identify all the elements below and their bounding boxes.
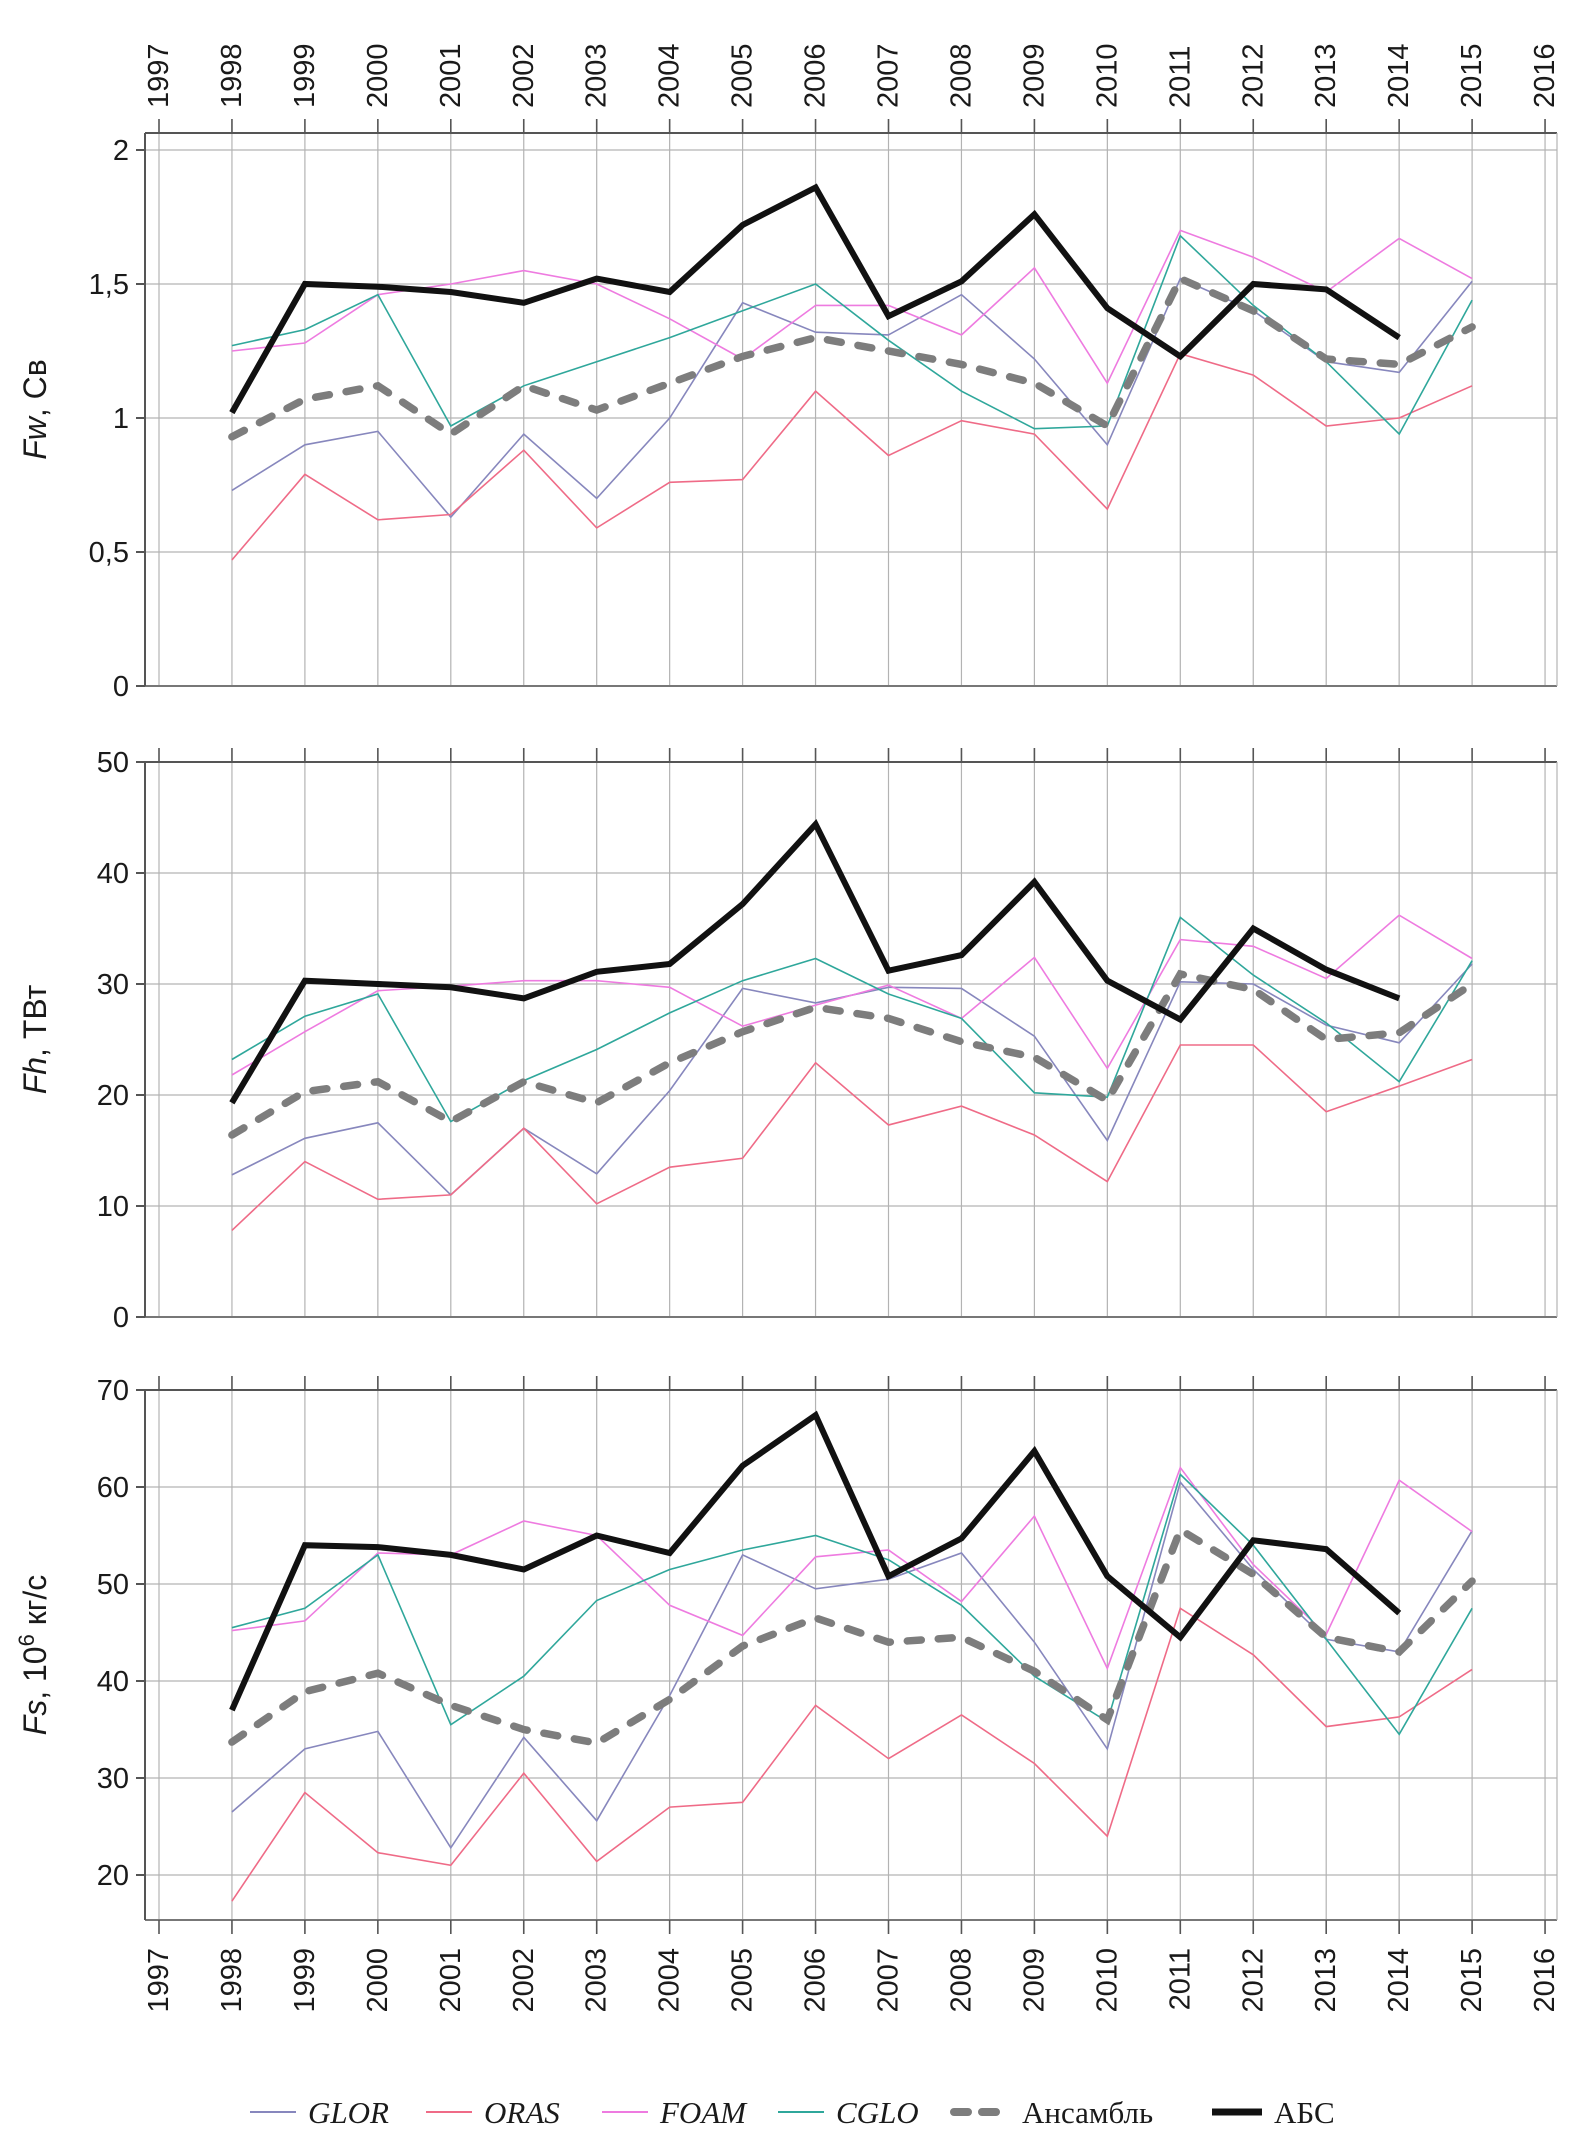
legend-label-GLOR: GLOR <box>308 2095 389 2130</box>
series-line-ORAS <box>231 1607 1473 1902</box>
x-tick-label-bottom: 2006 <box>800 1948 832 2013</box>
y-axis-title: Fs, 106 кг/с <box>14 1575 53 1736</box>
legend: GLOR ORAS FOAM CGLO Ансамбль АБС <box>250 2095 1335 2130</box>
legend-label-ORAS: ORAS <box>484 2095 560 2130</box>
x-tick-label-top: 2005 <box>727 43 759 108</box>
x-tick-label-bottom: 2013 <box>1310 1948 1342 2013</box>
x-tick-label-bottom: 1998 <box>216 1948 248 2013</box>
series-line-Ансамбль <box>228 273 1476 441</box>
x-tick-label-bottom: 2007 <box>873 1948 905 2013</box>
chart-Fh: 0 10 20 30 40 50 Fh, ТВт <box>17 747 1558 1334</box>
legend-label-Ансамбль: Ансамбль <box>1022 2095 1153 2130</box>
y-tick-label: 50 <box>97 1569 129 1601</box>
series-line-АБС <box>229 818 1401 1105</box>
series-line-Ансамбль <box>228 1524 1476 1748</box>
y-tick-label: 30 <box>97 969 129 1001</box>
y-tick-label: 1 <box>113 403 129 435</box>
y-tick-label: 40 <box>97 858 129 890</box>
series-line-ORAS <box>231 1044 1473 1231</box>
x-tick-label-top: 2002 <box>508 43 540 108</box>
y-axis-title: Fw, Св <box>17 359 53 460</box>
x-tick-label-top: 2013 <box>1310 43 1342 108</box>
x-tick-label-bottom: 2015 <box>1456 1948 1488 2013</box>
x-tick-label-bottom: 2003 <box>581 1948 613 2013</box>
y-tick-label: 30 <box>97 1763 129 1795</box>
x-tick-label-bottom: 1997 <box>143 1948 175 2013</box>
chart-Fw: 0 0,5 1 1,5 2 Fw, Св <box>17 119 1558 703</box>
y-tick-label: 20 <box>97 1080 129 1112</box>
series-line-АБС <box>229 183 1401 415</box>
x-tick-label-top: 2014 <box>1383 43 1415 108</box>
series-line-CGLO <box>231 916 1473 1123</box>
x-tick-label-top: 2012 <box>1237 43 1269 108</box>
legend-label-FOAM: FOAM <box>659 2095 748 2130</box>
y-tick-label: 70 <box>97 1375 129 1407</box>
x-tick-label-top: 2011 <box>1164 46 1196 108</box>
series-line-ORAS <box>231 352 1473 561</box>
x-tick-label-bottom: 2014 <box>1383 1948 1415 2013</box>
y-tick-label: 0 <box>113 1302 129 1334</box>
series-line-АБС <box>229 1410 1402 1712</box>
x-tick-label-bottom: 2016 <box>1529 1948 1561 2013</box>
x-tick-label-top: 2001 <box>435 43 467 108</box>
x-tick-label-bottom: 2010 <box>1091 1948 1123 2013</box>
legend-label-АБС: АБС <box>1274 2095 1335 2130</box>
chart-Fs: 20 30 40 50 60 70 Fs, 106 кг/с <box>14 1375 1558 1934</box>
x-tick-label-bottom: 2004 <box>654 1948 686 2013</box>
y-axis-title: Fh, ТВт <box>17 984 53 1094</box>
y-tick-label: 10 <box>97 1191 129 1223</box>
legend-label-CGLO: CGLO <box>836 2095 919 2130</box>
y-tick-label: 0,5 <box>89 537 129 569</box>
x-tick-label-bottom: 2001 <box>435 1948 467 2013</box>
series-line-FOAM <box>231 229 1473 385</box>
x-tick-label-top: 2009 <box>1018 43 1050 108</box>
x-tick-label-top: 1998 <box>216 43 248 108</box>
x-tick-label-bottom: 2009 <box>1018 1948 1050 2013</box>
x-tick-label-top: 2004 <box>654 43 686 108</box>
x-tick-label-bottom: 1999 <box>289 1948 321 2013</box>
x-tick-label-bottom: 2011 <box>1164 1948 1196 2010</box>
x-tick-label-top: 2016 <box>1529 43 1561 108</box>
x-tick-label-bottom: 2012 <box>1237 1948 1269 2013</box>
y-tick-label: 20 <box>97 1860 129 1892</box>
series-line-GLOR <box>231 1480 1473 1850</box>
x-tick-label-top: 1997 <box>143 43 175 108</box>
y-tick-label: 40 <box>97 1666 129 1698</box>
y-tick-label: 50 <box>97 747 129 779</box>
x-tick-label-top: 2015 <box>1456 43 1488 108</box>
x-tick-label-top: 2007 <box>873 43 905 108</box>
series-line-CGLO <box>231 234 1473 436</box>
series-line-FOAM <box>231 914 1473 1076</box>
y-tick-label: 2 <box>113 135 129 167</box>
x-tick-label-top: 2010 <box>1091 43 1123 108</box>
series-line-Ансамбль <box>228 969 1476 1139</box>
y-tick-label: 60 <box>97 1472 129 1504</box>
y-tick-label: 1,5 <box>89 269 129 301</box>
x-tick-label-bottom: 2008 <box>945 1948 977 2013</box>
x-tick-label-top: 2006 <box>800 43 832 108</box>
series-line-GLOR <box>231 963 1473 1197</box>
y-tick-label: 0 <box>113 671 129 703</box>
x-tick-label-top: 2003 <box>581 43 613 108</box>
x-tick-label-top: 2000 <box>362 43 394 108</box>
x-tick-label-bottom: 2000 <box>362 1948 394 2013</box>
x-tick-label-bottom: 2005 <box>727 1948 759 2013</box>
x-tick-label-top: 1999 <box>289 43 321 108</box>
x-tick-label-bottom: 2002 <box>508 1948 540 2013</box>
x-tick-label-top: 2008 <box>945 43 977 108</box>
